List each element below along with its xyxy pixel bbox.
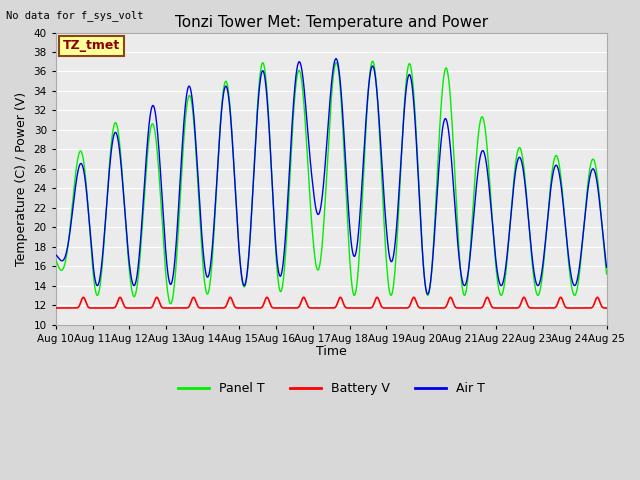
X-axis label: Time: Time <box>316 345 347 358</box>
Title: Tonzi Tower Met: Temperature and Power: Tonzi Tower Met: Temperature and Power <box>175 15 488 30</box>
Text: TZ_tmet: TZ_tmet <box>63 39 120 52</box>
Legend: Panel T, Battery V, Air T: Panel T, Battery V, Air T <box>173 377 490 400</box>
Y-axis label: Temperature (C) / Power (V): Temperature (C) / Power (V) <box>15 92 28 265</box>
Text: No data for f_sys_volt: No data for f_sys_volt <box>6 10 144 21</box>
